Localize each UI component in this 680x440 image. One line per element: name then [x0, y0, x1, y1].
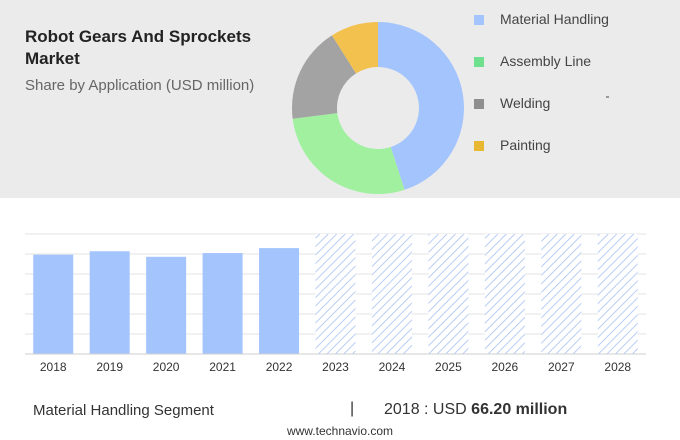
bar-2022	[259, 248, 300, 354]
segment-value: 2018 : USD 66.20 million	[384, 401, 567, 419]
forecast-bar-2028	[597, 234, 638, 354]
legend-swatch	[474, 15, 484, 25]
donut-legend: Material Handling Assembly Line Welding Pai…	[474, 11, 609, 179]
forecast-bar-2026	[484, 234, 525, 354]
x-tick-label-2024: 2024	[379, 360, 406, 374]
x-tick-label-2022: 2022	[266, 360, 293, 374]
bar-2018	[33, 254, 74, 354]
legend-item-material-handling: Material Handling	[474, 11, 609, 53]
x-tick-label-2026: 2026	[492, 360, 519, 374]
x-tick-label-2020: 2020	[153, 360, 180, 374]
legend-item-assembly-line: Assembly Line	[474, 53, 609, 95]
legend-label: Assembly Line	[500, 53, 592, 69]
legend-item-welding: Welding	[474, 95, 609, 137]
footer-divider: |	[350, 400, 355, 417]
legend-mark	[606, 96, 609, 98]
x-tick-label-2023: 2023	[322, 360, 349, 374]
donut-slice-welding	[292, 35, 357, 119]
legend-label: Painting	[500, 137, 551, 153]
legend-label: Welding	[500, 95, 551, 111]
donut-slice-material-handling	[378, 22, 464, 190]
legend-swatch	[474, 57, 484, 67]
chart-title: Robot Gears And Sprockets Market	[25, 27, 252, 68]
donut-slice-painting	[331, 22, 378, 74]
yearly-bar-chart: 2018 2019 2020 2021 2022 2023 2024 2025 2026 2027…	[25, 233, 646, 374]
x-tick-label-2018: 2018	[40, 360, 67, 374]
forecast-bar-2023	[315, 234, 356, 354]
bar-2021	[202, 253, 243, 354]
bar-2020	[146, 256, 187, 354]
segment-value-amount: 66.20 million	[471, 401, 568, 418]
source-url: www.technavio.com	[286, 424, 394, 438]
application-share-donut-chart	[292, 22, 464, 194]
legend-item-painting: Painting	[474, 137, 609, 179]
x-tick-label-2019: 2019	[96, 360, 123, 374]
x-tick-label-2021: 2021	[209, 360, 236, 374]
segment-label: Material Handling Segment	[33, 402, 214, 419]
x-tick-label-2025: 2025	[435, 360, 462, 374]
bar-2019	[89, 251, 130, 354]
donut-slice-assembly-line	[292, 113, 405, 194]
forecast-bar-2024	[371, 234, 412, 354]
x-tick-label-2027: 2027	[548, 360, 575, 374]
segment-year-label: 2018 : USD	[384, 401, 467, 418]
chart-subtitle: Share by Application (USD million)	[25, 77, 255, 94]
legend-swatch	[474, 99, 484, 109]
x-tick-label-2028: 2028	[604, 360, 631, 374]
forecast-bar-2027	[541, 234, 582, 354]
legend-swatch	[474, 141, 484, 151]
forecast-bar-2025	[428, 234, 469, 354]
legend-label: Material Handling	[500, 11, 609, 27]
